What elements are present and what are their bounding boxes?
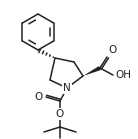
Text: OH: OH bbox=[115, 70, 131, 80]
Text: O: O bbox=[108, 45, 116, 55]
Text: O: O bbox=[56, 109, 64, 119]
Text: N: N bbox=[63, 83, 71, 93]
Polygon shape bbox=[83, 66, 101, 76]
Text: O: O bbox=[35, 92, 43, 102]
